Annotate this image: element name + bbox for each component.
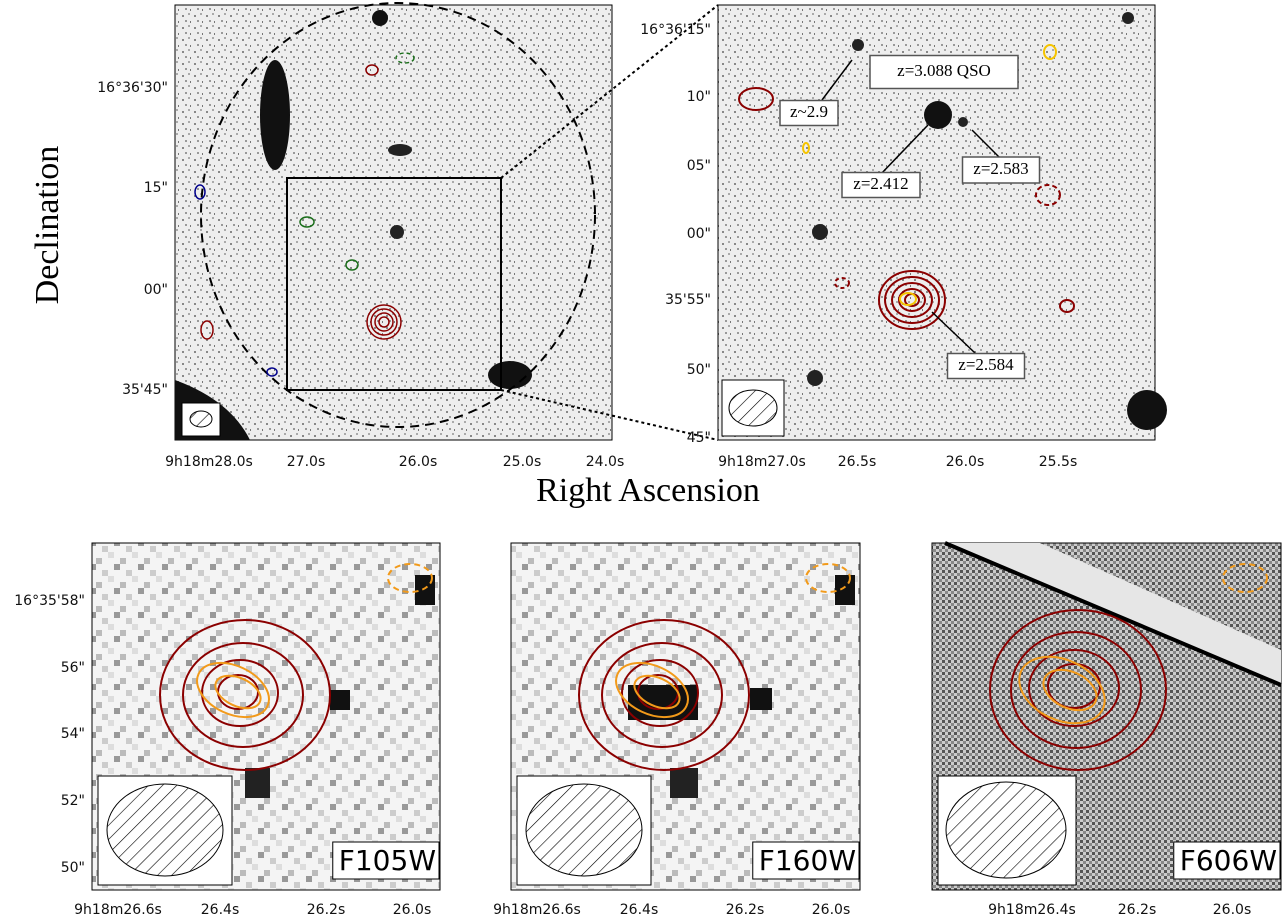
annotation: z=2.412	[853, 174, 908, 193]
filter-label: F606W	[1180, 844, 1277, 877]
x-tick-label: 26.0s	[812, 902, 850, 918]
x-tick-label: 26.0s	[399, 454, 437, 470]
x-tick-label: 25.0s	[503, 454, 541, 470]
y-tick-label: 10"	[687, 89, 711, 105]
filter-label: F160W	[759, 844, 856, 877]
y-tick-label: 16°36'15"	[640, 22, 711, 38]
x-tick-label: 24.0s	[586, 454, 624, 470]
x-tick-label: 9h18m28.0s	[165, 454, 253, 470]
y-tick-label: 50"	[687, 362, 711, 378]
y-axis-label: Declination	[29, 146, 66, 305]
figure: Declination Right Ascension 16°36'30" 15"…	[0, 0, 1287, 920]
x-tick-label: 26.0s	[946, 454, 984, 470]
filter-label: F105W	[339, 844, 436, 877]
y-tick-label: 45"	[687, 430, 711, 446]
y-tick-label: 54"	[61, 726, 85, 742]
y-tick-label: 16°35'58"	[14, 593, 85, 609]
y-tick-label: 35'45"	[122, 382, 168, 398]
annotation: z=2.583	[973, 159, 1028, 178]
y-tick-label: 16°36'30"	[97, 80, 168, 96]
panel-f606w	[932, 543, 1281, 890]
y-tick-label: 50"	[61, 860, 85, 876]
x-tick-label: 26.2s	[1118, 902, 1156, 918]
x-tick-label: 26.0s	[393, 902, 431, 918]
x-tick-label: 26.4s	[201, 902, 239, 918]
x-axis-label: Right Ascension	[536, 472, 760, 509]
y-tick-label: 00"	[144, 282, 168, 298]
x-tick-label: 26.2s	[307, 902, 345, 918]
y-tick-label: 15"	[144, 180, 168, 196]
x-tick-label: 9h18m26.4s	[988, 902, 1076, 918]
x-tick-label: 26.4s	[620, 902, 658, 918]
panel-f105w	[92, 543, 440, 890]
annotation: z=3.088 QSO	[897, 61, 991, 80]
x-tick-label: 27.0s	[287, 454, 325, 470]
panel-wide	[175, 3, 612, 440]
x-tick-label: 9h18m27.0s	[718, 454, 806, 470]
panel-f160w	[511, 543, 860, 890]
annotation: z~2.9	[790, 102, 828, 121]
y-tick-label: 35'55"	[665, 292, 711, 308]
y-tick-label: 52"	[61, 793, 85, 809]
x-tick-label: 26.0s	[1213, 902, 1251, 918]
x-tick-label: 9h18m26.6s	[74, 902, 162, 918]
x-tick-label: 26.5s	[838, 454, 876, 470]
annotation: z=2.584	[958, 355, 1014, 374]
y-tick-label: 05"	[687, 158, 711, 174]
x-tick-label: 25.5s	[1039, 454, 1077, 470]
y-tick-label: 00"	[687, 226, 711, 242]
y-tick-label: 56"	[61, 660, 85, 676]
x-tick-label: 26.2s	[726, 902, 764, 918]
x-tick-label: 9h18m26.6s	[493, 902, 581, 918]
